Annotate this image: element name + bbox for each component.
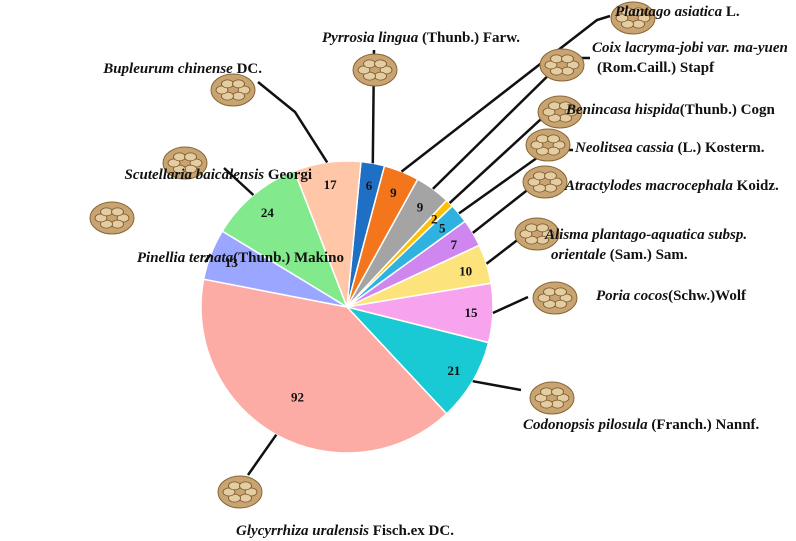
herb-label-benincasa-hispida: Benincasa hispida(Thunb.) Cogn bbox=[565, 102, 775, 118]
bark-pieces-photo-neolitsea-cassia bbox=[525, 128, 571, 162]
root-sticks-photo-codonopsis-pilosula bbox=[529, 381, 575, 415]
slice-value-neolitsea-cassia: 5 bbox=[439, 220, 446, 235]
seeds-photo-plantago-asiatica bbox=[610, 1, 656, 35]
pie-slices bbox=[200, 160, 494, 454]
slice-value-coix-lacryma-jobi-var-ma-yuen: 9 bbox=[417, 200, 424, 215]
herb-label-alisma-plantago-aquatica-subsp: Alisma plantago-aquatica subsp. orientale… bbox=[544, 227, 747, 263]
leader-line-scutellaria-baicalensis bbox=[223, 167, 255, 196]
herb-label-pyrrosia-lingua: Pyrrosia lingua (Thunb.) Farw. bbox=[322, 30, 520, 46]
pie-slice-codonopsis-pilosula bbox=[344, 305, 490, 415]
slice-value-atractylodes-macrocephala: 7 bbox=[451, 237, 458, 252]
herb-slices-photo-pyrrosia-lingua bbox=[352, 53, 398, 87]
grain-photo-coix-lacryma-jobi-var-ma-yuen bbox=[539, 48, 585, 82]
slice-value-pyrrosia-lingua: 6 bbox=[366, 178, 373, 193]
pie-slice-bupleurum-chinense bbox=[293, 160, 362, 308]
seed-pile-photo-benincasa-hispida bbox=[537, 95, 583, 129]
tuber-pile-photo-pinellia-ternata bbox=[89, 201, 135, 235]
slice-value-benincasa-hispida: 2 bbox=[431, 212, 438, 227]
herb-label-neolitsea-cassia: Neolitsea cassia (L.) Kosterm. bbox=[574, 140, 765, 156]
herb-label-coix-lacryma-jobi-var-ma-yuen: Coix lacryma-jobi var. ma-yuen (Rom.Caill… bbox=[592, 40, 788, 76]
herb-labels: Pyrrosia lingua (Thunb.) Farw. Plantago a… bbox=[102, 4, 788, 539]
herb-label-pinellia-ternata: Pinellia ternata(Thunb.) Makino bbox=[137, 250, 344, 266]
root-pieces-photo-bupleurum-chinense bbox=[210, 73, 256, 107]
root-slices-photo-atractylodes-macrocephala bbox=[522, 165, 568, 199]
slice-value-pinellia-ternata: 13 bbox=[225, 255, 239, 270]
slice-value-poria-cocos: 15 bbox=[465, 305, 479, 320]
slice-value-alisma-plantago-aquatica-subsp: 10 bbox=[459, 263, 472, 278]
leader-line-bupleurum-chinense bbox=[257, 81, 329, 164]
licorice-slices-photo-glycyrrhiza-uralensis bbox=[217, 475, 263, 509]
herb-label-atractylodes-macrocephala: Atractylodes macrocephala Koidz. bbox=[564, 178, 779, 194]
herb-label-bupleurum-chinense: Bupleurum chinense DC. bbox=[102, 61, 262, 77]
herb-label-plantago-asiatica: Plantago asiatica L. bbox=[615, 4, 740, 20]
slice-value-codonopsis-pilosula: 21 bbox=[447, 363, 460, 378]
leader-line-poria-cocos bbox=[492, 295, 529, 315]
leader-line-codonopsis-pilosula bbox=[472, 379, 522, 392]
leader-line-plantago-asiatica bbox=[400, 14, 611, 173]
pie-slice-glycyrrhiza-uralensis bbox=[200, 278, 448, 454]
cubes-photo-poria-cocos bbox=[532, 281, 578, 315]
slice-value-glycyrrhiza-uralensis: 92 bbox=[291, 389, 304, 404]
leader-line-pinellia-ternata bbox=[204, 253, 212, 263]
herb-label-poria-cocos: Poria cocos(Schw.)Wolf bbox=[596, 288, 747, 304]
slice-value-scutellaria-baicalensis: 24 bbox=[261, 205, 275, 220]
tuber-slices-photo-alisma-plantago-aquatica-subsp bbox=[514, 217, 560, 251]
root-slices-photo-scutellaria-baicalensis bbox=[162, 146, 208, 180]
herb-label-codonopsis-pilosula: Codonopsis pilosula (Franch.) Nannf. bbox=[523, 417, 760, 433]
herb-label-glycyrrhiza-uralensis: Glycyrrhiza uralensis Fisch.ex DC. bbox=[236, 523, 454, 539]
leader-line-glycyrrhiza-uralensis bbox=[246, 433, 278, 476]
slice-value-plantago-asiatica: 9 bbox=[390, 185, 397, 200]
slice-value-bupleurum-chinense: 17 bbox=[324, 177, 338, 192]
herb-photos bbox=[89, 1, 656, 509]
herb-label-scutellaria-baicalensis: Scutellaria baicalensis Georgi bbox=[125, 167, 313, 183]
